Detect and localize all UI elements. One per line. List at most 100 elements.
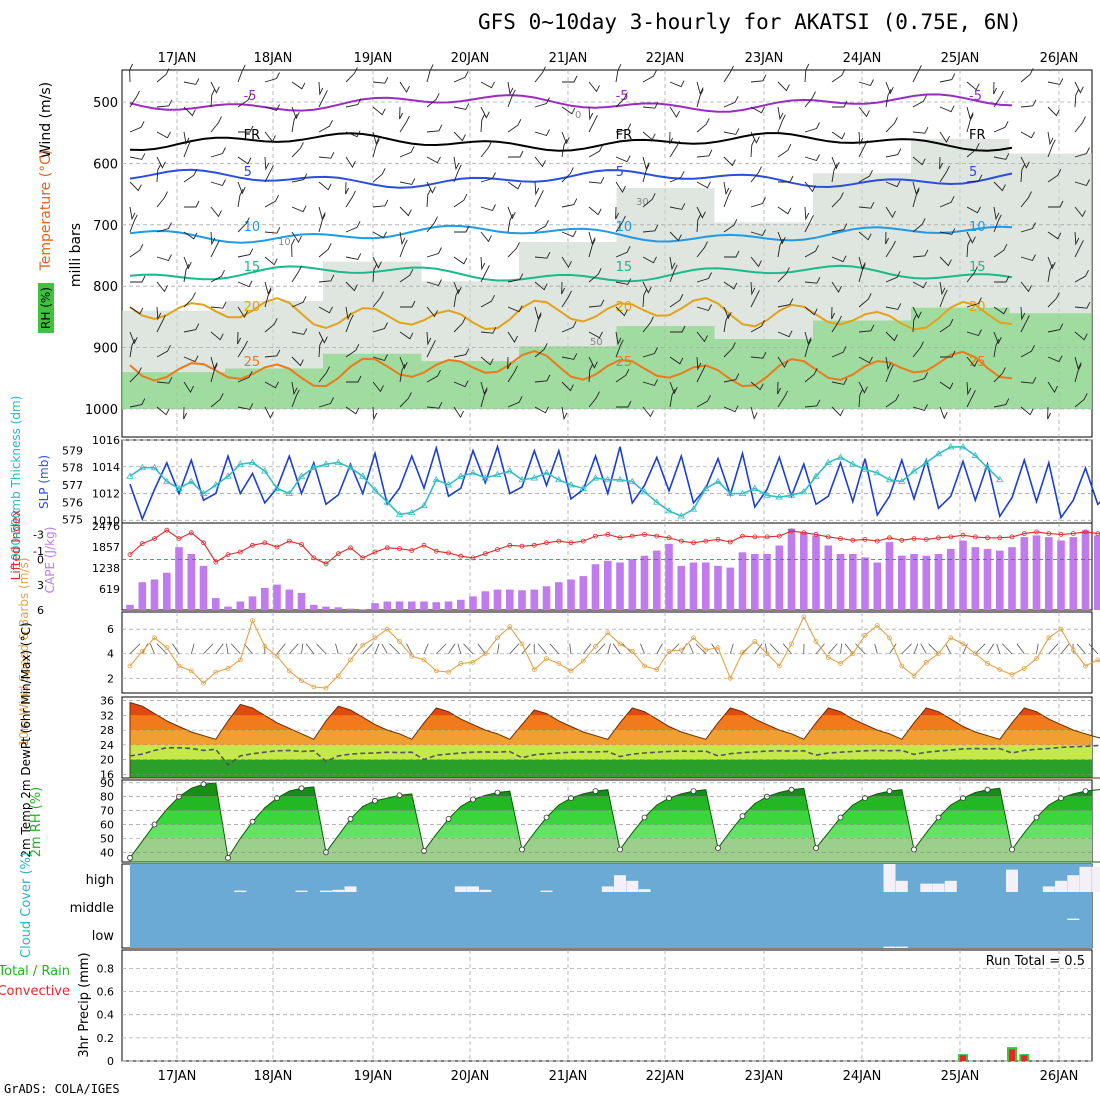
wind-speed-line: [130, 617, 1100, 688]
cape-bar: [347, 609, 355, 610]
cape-bar: [518, 590, 526, 610]
wind-barb: [454, 103, 469, 109]
wind-barb: [211, 148, 226, 158]
wind-barb: [1048, 107, 1059, 116]
rh-marker: [789, 787, 794, 792]
wind-barb: [670, 81, 684, 87]
wind-barb: [130, 276, 145, 282]
temperature-contour: [130, 133, 1012, 151]
cloud-bar: [1080, 867, 1092, 892]
wind-barb: [157, 100, 172, 107]
cape-bar: [188, 554, 196, 610]
precip-tick-label: 0: [107, 1055, 114, 1068]
cape-bar: [469, 596, 477, 610]
cape-bar: [543, 586, 551, 610]
wind-barb: [778, 115, 785, 132]
cape-bar: [874, 563, 882, 611]
surface-wind-barb: [608, 644, 611, 654]
pressure-tick-label: 600: [93, 157, 118, 172]
wind-barb: [238, 281, 252, 287]
surface-wind-barb: [173, 644, 180, 654]
wind-barb: [454, 157, 459, 169]
date-label-bottom: 19JAN: [354, 1069, 393, 1084]
rh-marker: [544, 815, 549, 820]
wind-barb: [481, 82, 495, 88]
wind-barb: [778, 82, 789, 91]
surface-wind-barb: [657, 644, 663, 654]
rh-marker: [912, 847, 917, 852]
cape-bar: [200, 566, 208, 610]
date-label-bottom: 25JAN: [941, 1069, 980, 1084]
cape-bar: [506, 590, 514, 610]
surface-wind-barb: [390, 644, 400, 654]
thickness-tick-label: 575: [62, 514, 83, 527]
rh-contour-label: 30: [636, 197, 649, 208]
cape-bar: [923, 556, 931, 610]
cloud-bar: [933, 884, 945, 892]
rh-tick-label: 40: [100, 846, 114, 859]
date-label-bottom: 20JAN: [451, 1069, 490, 1084]
surface-wind-barb: [191, 644, 194, 654]
surface-wind-barb: [1077, 644, 1086, 654]
wind-barb: [346, 157, 356, 167]
rh-shading-moist: [519, 346, 617, 409]
rh-marker: [1010, 847, 1015, 852]
surface-wind-barb: [570, 644, 571, 654]
cape-bar: [249, 596, 257, 610]
pressure-tick-label: 1000: [85, 403, 118, 418]
wind-barb: [724, 190, 731, 207]
temperature-tick-label: 36: [100, 695, 114, 708]
wind-barb: [1021, 100, 1036, 107]
wind-barb: [265, 227, 280, 233]
cape-bar: [800, 532, 808, 610]
wind-barb: [427, 189, 431, 207]
cape-bar: [445, 602, 453, 611]
cape-bar: [751, 554, 759, 610]
wind-barb: [265, 257, 277, 265]
li-tick-label: 6: [37, 604, 44, 617]
surface-wind-barb: [1037, 644, 1039, 654]
cape-tick-label: 1238: [92, 562, 120, 575]
rh-marker: [691, 789, 696, 794]
surface-wind-barb: [216, 644, 224, 654]
contour-label: 15: [616, 260, 633, 275]
precip-tick-label: 0.2: [97, 1032, 115, 1045]
surface-wind-barb: [856, 644, 866, 654]
credit-text: GrADS: COLA/IGES: [4, 1082, 120, 1096]
wind-barb: [346, 182, 349, 194]
cloud-bar: [920, 884, 932, 892]
wind-barb: [454, 71, 468, 82]
cape-bar: [1057, 541, 1065, 611]
cape-bar: [298, 593, 306, 610]
wind-barb: [400, 207, 411, 216]
precip-convective-bar: [1009, 1049, 1015, 1061]
pressure-tick-label: 700: [93, 219, 118, 234]
wind-barb: [130, 207, 135, 219]
rh-marker: [495, 790, 500, 795]
rh-legend-label: RH (%): [39, 287, 53, 329]
rh-marker: [471, 797, 476, 802]
date-label-bottom: 26JAN: [1040, 1069, 1079, 1084]
wind-barb: [751, 198, 766, 208]
date-label-top: 18JAN: [254, 51, 293, 66]
wind-barb: [535, 130, 550, 136]
surface-wind-barb: [828, 644, 837, 654]
chart-title: GFS 0~10day 3-hourly for AKATSI (0.75E, …: [478, 10, 1022, 34]
cape-bar: [163, 573, 171, 610]
wind-barb: [130, 182, 141, 191]
surface-wind-barb: [436, 644, 446, 654]
cape-bar: [947, 549, 955, 610]
surface-wind-barb: [875, 644, 878, 654]
wind-barb: [427, 93, 439, 107]
rh-marker: [299, 786, 304, 791]
cape-bar: [396, 602, 404, 611]
cape-bar: [604, 561, 612, 610]
cape-bar: [494, 590, 502, 610]
wind-barb: [265, 132, 276, 141]
surface-wind-barb: [302, 644, 303, 654]
wind-barb: [319, 152, 334, 158]
contour-label: 5: [969, 165, 977, 180]
surface-wind-barb: [921, 644, 927, 654]
surface-wind-barb: [150, 644, 154, 654]
slp-line: [130, 447, 1100, 519]
